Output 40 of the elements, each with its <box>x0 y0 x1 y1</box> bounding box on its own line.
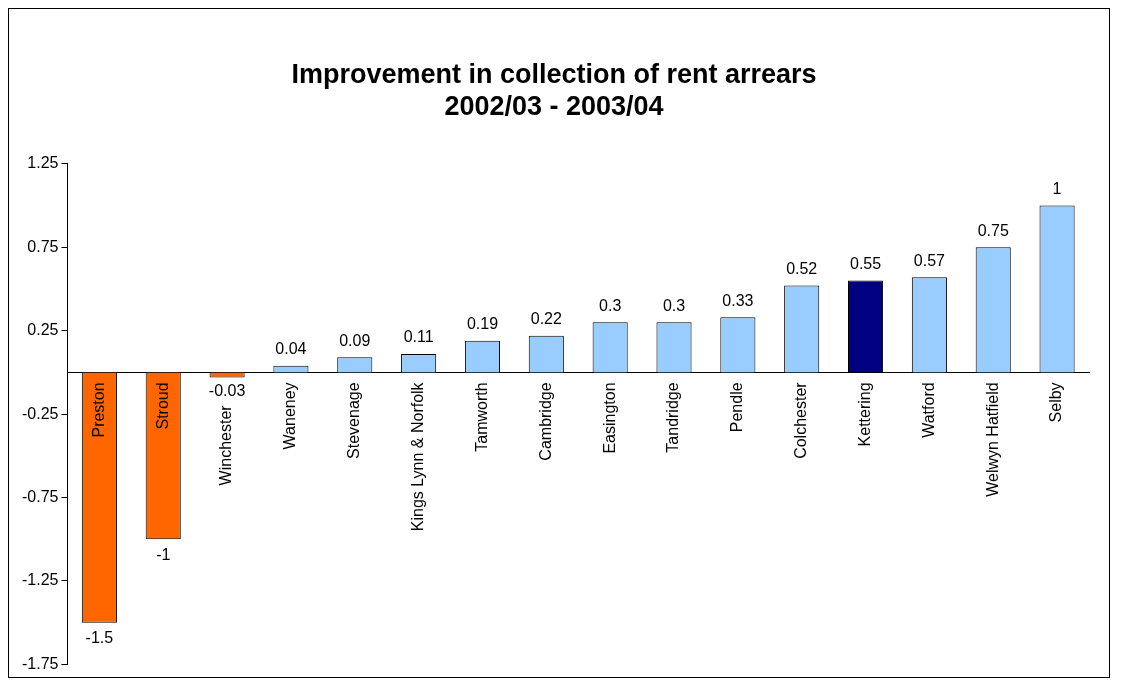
data-label: 0.04 <box>275 340 307 358</box>
x-tick-label: Kettering <box>855 382 873 447</box>
data-label: 0.09 <box>339 331 371 349</box>
y-tick-label: -0.75 <box>22 487 59 505</box>
x-tick-label: Kings Lynn & Norfolk <box>409 381 427 532</box>
data-label: 0.57 <box>913 251 946 269</box>
x-tick-label: Watford <box>919 382 937 438</box>
y-tick-label: 1.25 <box>27 154 59 172</box>
x-tick-label: Tamworth <box>472 382 490 452</box>
y-tick-label: -0.25 <box>22 404 59 422</box>
data-label: 1 <box>1052 179 1062 197</box>
data-label: -1.5 <box>85 629 114 647</box>
x-tick-label: Waneney <box>281 382 299 450</box>
x-tick-label: Colchester <box>792 381 810 459</box>
x-tick-label: Tandridge <box>664 382 682 453</box>
data-label: 0.55 <box>849 255 882 273</box>
x-tick-label: Selby <box>1047 382 1065 423</box>
y-tick-label: -1.75 <box>22 654 59 672</box>
data-label: 0.22 <box>530 310 562 328</box>
x-tick-label: Stroud <box>153 382 171 430</box>
x-tick-label: Cambridge <box>536 382 554 461</box>
x-tick-label: Stevenage <box>345 382 363 459</box>
data-label: 0.75 <box>977 221 1009 239</box>
x-tick-label: Easington <box>600 382 618 454</box>
data-label: 0.11 <box>403 328 434 346</box>
x-tick-label: Preston <box>89 382 107 438</box>
y-tick-label: 0.75 <box>27 237 59 255</box>
data-label: 0.19 <box>466 315 499 333</box>
y-tick-label: -1.25 <box>22 571 59 589</box>
y-tick-label: 0.25 <box>27 321 59 339</box>
x-tick-label: Pendle <box>728 382 746 433</box>
x-tick-label: Winchester <box>217 404 235 486</box>
x-tick-label: Welwyn Hatfield <box>983 382 1001 497</box>
data-label: 0.52 <box>786 260 818 278</box>
data-label: -1 <box>156 545 171 563</box>
data-label: 0.3 <box>599 296 622 314</box>
data-label: 0.3 <box>662 296 686 314</box>
chart-title: Improvement in collection of rent arrears 2002/03 - 2003/04 <box>291 58 817 122</box>
data-label: -0.03 <box>208 381 246 399</box>
data-label: 0.33 <box>722 291 754 309</box>
